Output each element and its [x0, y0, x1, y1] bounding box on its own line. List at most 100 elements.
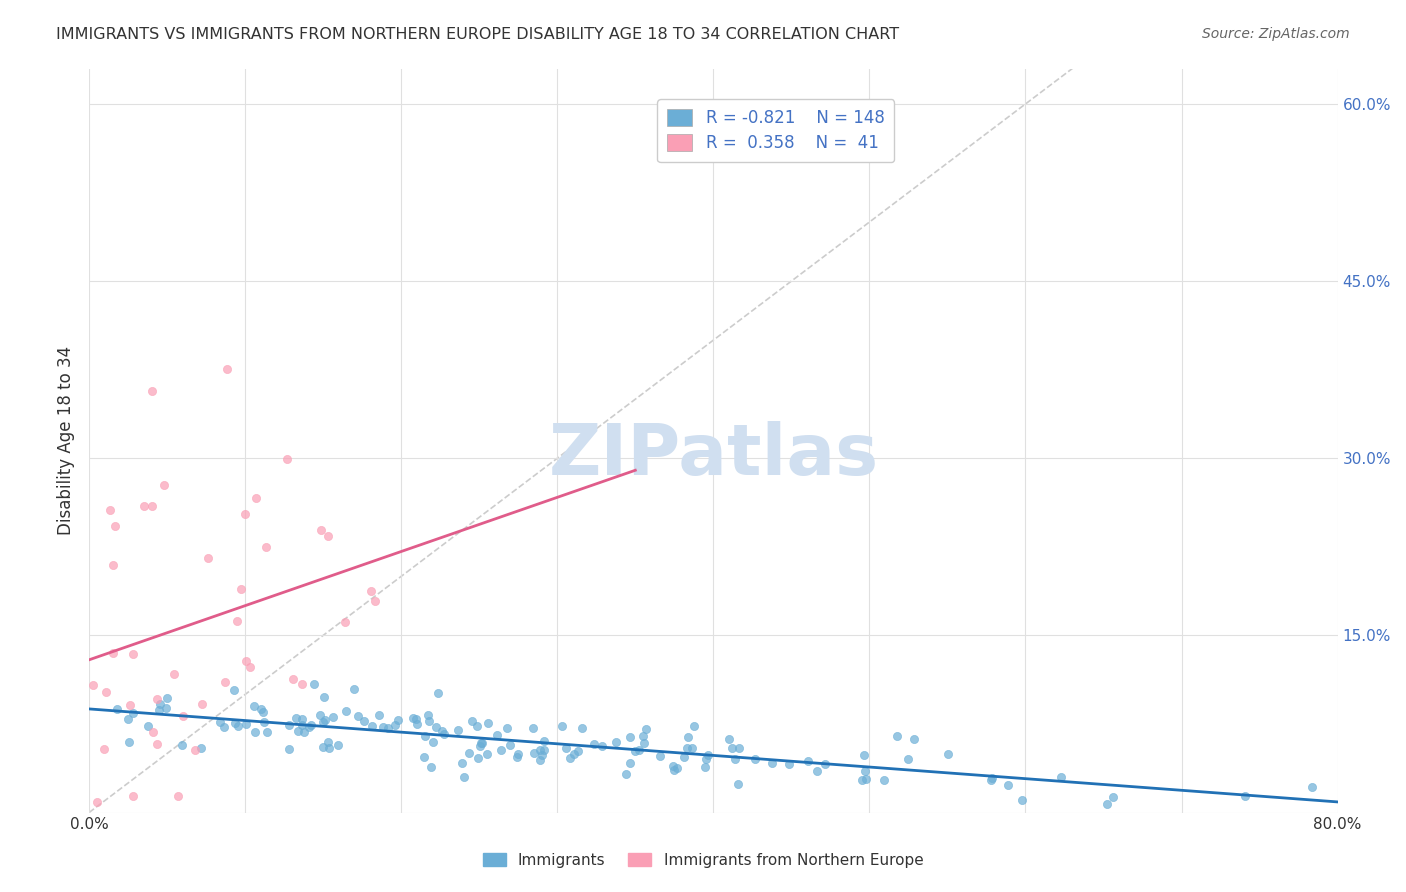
Point	[136, 719, 159, 733]
Point	[278, 742, 301, 756]
Point	[384, 717, 406, 731]
Point	[156, 690, 179, 705]
Point	[533, 742, 555, 756]
Point	[806, 764, 828, 778]
Point	[727, 777, 749, 791]
Point	[214, 674, 236, 689]
Point	[122, 789, 145, 803]
Point	[422, 734, 444, 748]
Point	[239, 660, 262, 674]
Point	[720, 740, 742, 755]
Point	[342, 681, 364, 696]
Point	[82, 677, 104, 691]
Point	[457, 746, 479, 760]
Point	[1011, 793, 1033, 807]
Point	[172, 708, 194, 723]
Point	[468, 739, 491, 754]
Point	[190, 698, 212, 712]
Point	[117, 735, 139, 749]
Point	[531, 747, 554, 762]
Point	[897, 752, 920, 766]
Point	[226, 719, 249, 733]
Point	[347, 709, 370, 723]
Point	[853, 747, 876, 762]
Point	[683, 719, 706, 733]
Point	[980, 773, 1002, 788]
Point	[413, 729, 436, 743]
Point	[373, 720, 395, 734]
Point	[873, 772, 896, 787]
Point	[619, 730, 641, 744]
Point	[851, 772, 873, 787]
Point	[360, 584, 382, 599]
Point	[318, 740, 340, 755]
Point	[529, 753, 551, 767]
Point	[235, 654, 257, 668]
Point	[387, 713, 409, 727]
Point	[695, 752, 717, 766]
Legend: R = -0.821    N = 148, R =  0.358    N =  41: R = -0.821 N = 148, R = 0.358 N = 41	[657, 99, 894, 162]
Point	[245, 724, 267, 739]
Point	[335, 615, 357, 629]
Point	[299, 718, 322, 732]
Point	[1102, 789, 1125, 804]
Point	[412, 750, 434, 764]
Point	[229, 582, 252, 596]
Point	[693, 760, 716, 774]
Point	[98, 503, 121, 517]
Point	[197, 550, 219, 565]
Point	[308, 708, 330, 723]
Point	[697, 748, 720, 763]
Point	[662, 763, 685, 777]
Point	[981, 771, 1004, 785]
Point	[619, 756, 641, 771]
Point	[155, 701, 177, 715]
Point	[477, 716, 499, 731]
Point	[728, 741, 751, 756]
Point	[335, 705, 357, 719]
Point	[141, 384, 163, 399]
Point	[1095, 797, 1118, 812]
Text: Source: ZipAtlas.com: Source: ZipAtlas.com	[1202, 27, 1350, 41]
Text: IMMIGRANTS VS IMMIGRANTS FROM NORTHERN EUROPE DISABILITY AGE 18 TO 34 CORRELATIO: IMMIGRANTS VS IMMIGRANTS FROM NORTHERN E…	[56, 27, 900, 42]
Point	[224, 716, 246, 731]
Point	[778, 756, 800, 771]
Point	[562, 747, 585, 762]
Point	[291, 717, 314, 731]
Point	[361, 719, 384, 733]
Point	[328, 739, 350, 753]
Point	[101, 646, 124, 660]
Point	[853, 764, 876, 778]
Point	[855, 772, 877, 787]
Point	[665, 761, 688, 775]
Point	[134, 499, 156, 513]
Point	[184, 742, 207, 756]
Point	[605, 735, 627, 749]
Point	[418, 714, 440, 728]
Point	[506, 750, 529, 764]
Point	[152, 478, 174, 492]
Point	[489, 743, 512, 757]
Point	[718, 731, 741, 746]
Point	[402, 711, 425, 725]
Point	[405, 712, 427, 726]
Point	[571, 721, 593, 735]
Point	[142, 725, 165, 739]
Point	[797, 754, 820, 768]
Point	[447, 723, 470, 738]
Point	[117, 713, 139, 727]
Point	[499, 738, 522, 752]
Point	[567, 744, 589, 758]
Point	[453, 770, 475, 784]
Point	[673, 750, 696, 764]
Point	[997, 778, 1019, 792]
Point	[650, 748, 672, 763]
Legend: Immigrants, Immigrants from Northern Europe: Immigrants, Immigrants from Northern Eur…	[475, 845, 931, 875]
Point	[291, 712, 314, 726]
Point	[96, 685, 118, 699]
Point	[312, 714, 335, 729]
Point	[425, 720, 447, 734]
Point	[149, 698, 172, 712]
Point	[291, 676, 314, 690]
Point	[86, 795, 108, 809]
